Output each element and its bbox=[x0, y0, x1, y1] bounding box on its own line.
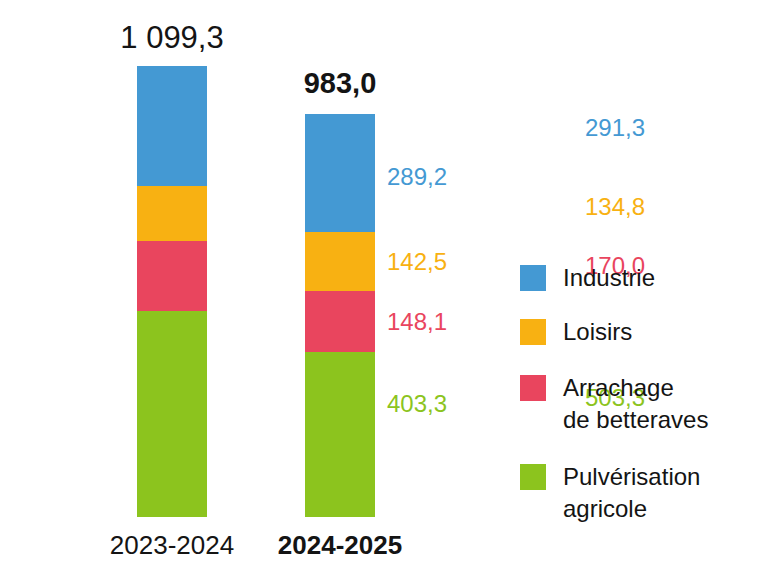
segment-pulv-risation-agricole bbox=[137, 311, 207, 517]
legend-label-arrachage-de-betteraves: Arrachagede betteraves bbox=[563, 372, 708, 436]
legend-label-line: Arrachage bbox=[563, 372, 708, 404]
legend-swatch-arrachage-de-betteraves bbox=[520, 375, 546, 401]
total-label-2023-2024: 1 099,3 bbox=[72, 20, 272, 56]
legend-swatch-loisirs bbox=[520, 319, 546, 345]
legend-item-arrachage-de-betteraves: Arrachagede betteraves bbox=[520, 372, 708, 436]
legend-item-loisirs: Loisirs bbox=[520, 316, 632, 348]
segment-industrie bbox=[137, 66, 207, 186]
stacked-bar-chart: 1 099,3291,3134,8170,0503,32023-2024983,… bbox=[0, 0, 768, 570]
legend-label-line: Loisirs bbox=[563, 316, 632, 348]
legend-label-pulv-risation-agricole: Pulvérisationagricole bbox=[563, 461, 700, 525]
legend: Industrie Loisirs Arrachagede betteraves Pu… bbox=[520, 0, 760, 570]
value-label-industrie-2024-2025: 289,2 bbox=[387, 163, 447, 191]
legend-label-line: Industrie bbox=[563, 262, 655, 294]
legend-label-line: Pulvérisation bbox=[563, 461, 700, 493]
segment-arrachage-de-betteraves bbox=[137, 241, 207, 311]
bar-2024-2025 bbox=[305, 114, 375, 517]
bar-2023-2024 bbox=[137, 66, 207, 517]
value-label-pulv-risation-agricole-2024-2025: 403,3 bbox=[387, 390, 447, 418]
total-label-2024-2025: 983,0 bbox=[240, 67, 440, 100]
segment-loisirs bbox=[137, 186, 207, 241]
legend-label-line: de betteraves bbox=[563, 404, 708, 436]
value-label-loisirs-2024-2025: 142,5 bbox=[387, 248, 447, 276]
value-label-arrachage-de-betteraves-2024-2025: 148,1 bbox=[387, 308, 447, 336]
legend-label-loisirs: Loisirs bbox=[563, 316, 632, 348]
category-label-2024-2025: 2024-2025 bbox=[240, 530, 440, 561]
legend-item-pulv-risation-agricole: Pulvérisationagricole bbox=[520, 461, 700, 525]
legend-label-line: agricole bbox=[563, 493, 700, 525]
segment-arrachage-de-betteraves bbox=[305, 291, 375, 352]
legend-label-industrie: Industrie bbox=[563, 262, 655, 294]
segment-industrie bbox=[305, 114, 375, 233]
legend-swatch-pulv-risation-agricole bbox=[520, 464, 546, 490]
legend-swatch-industrie bbox=[520, 265, 546, 291]
segment-loisirs bbox=[305, 232, 375, 290]
segment-pulv-risation-agricole bbox=[305, 352, 375, 517]
legend-item-industrie: Industrie bbox=[520, 262, 655, 294]
